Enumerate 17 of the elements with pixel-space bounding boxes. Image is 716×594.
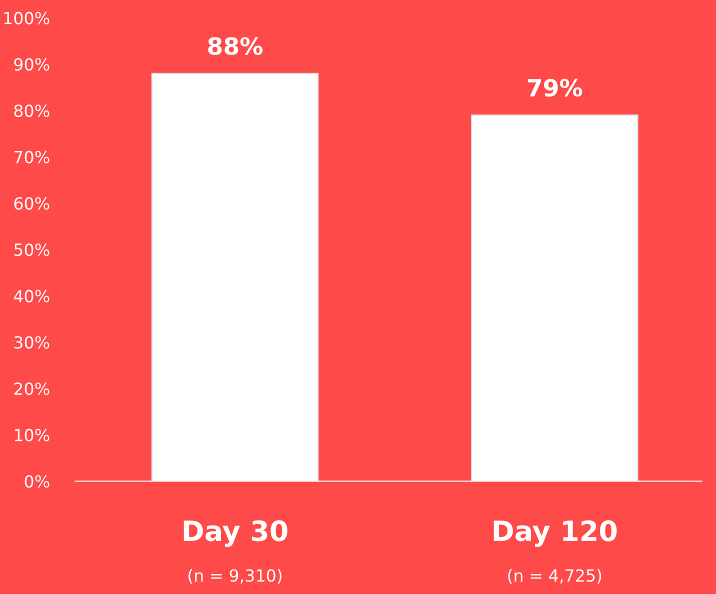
y-tick-label: 90% xyxy=(14,58,50,71)
x-tick-label: Day 30 xyxy=(184,520,288,547)
y-tick-label: 10% xyxy=(14,428,50,442)
y-tick-label: 20% xyxy=(14,382,50,396)
y-tick-label: 0% xyxy=(24,475,50,488)
y-tick-label: 100% xyxy=(4,12,50,24)
data-label: 79% xyxy=(528,78,582,97)
text: (n = 9,310) xyxy=(188,568,282,584)
y-tick-label: 40% xyxy=(14,290,50,302)
y-tick-label: 80% xyxy=(14,104,50,118)
x-tick-label: Day 120 xyxy=(494,520,617,547)
y-tick-label: 70% xyxy=(14,150,50,164)
data-label: 88% xyxy=(208,37,263,55)
text: (n = 4,725) xyxy=(508,568,602,584)
y-tick-label: 30% xyxy=(14,336,50,349)
y-tick-label: 60% xyxy=(14,197,50,210)
y-tick-label: 50% xyxy=(14,243,50,256)
